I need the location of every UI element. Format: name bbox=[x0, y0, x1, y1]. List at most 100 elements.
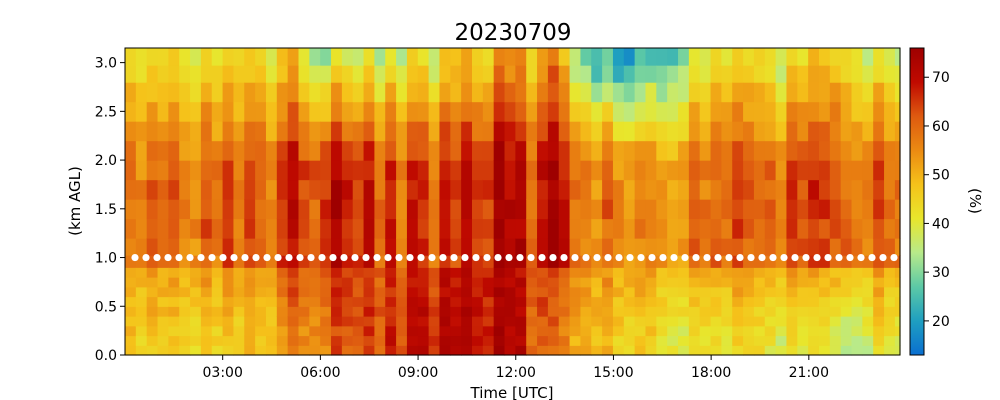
heatmap-cell bbox=[276, 218, 289, 239]
heatmap-cell bbox=[851, 218, 863, 239]
heatmap-cell bbox=[645, 160, 657, 181]
heatmap-cell bbox=[450, 277, 462, 288]
heatmap-cell bbox=[591, 296, 603, 307]
heatmap-cell bbox=[428, 286, 441, 298]
heatmap-cell bbox=[851, 286, 863, 298]
heatmap-cell bbox=[428, 316, 441, 327]
heatmap-cell bbox=[352, 296, 365, 307]
heatmap-cell bbox=[504, 48, 516, 66]
heatmap-cell bbox=[385, 325, 397, 337]
heatmap-cell bbox=[558, 218, 571, 239]
heatmap-cell bbox=[862, 306, 874, 317]
heatmap-cell bbox=[656, 65, 668, 83]
heatmap-cell bbox=[851, 255, 863, 268]
heatmap-cell bbox=[710, 306, 722, 317]
heatmap-cell bbox=[298, 199, 310, 220]
heatmap-cell bbox=[688, 335, 701, 346]
heatmap-cell bbox=[591, 160, 603, 181]
heatmap-cell bbox=[341, 199, 354, 220]
heatmap-cell bbox=[612, 316, 625, 327]
heatmap-cell bbox=[721, 316, 733, 327]
heatmap-cell bbox=[743, 296, 755, 307]
heatmap-cell bbox=[558, 121, 571, 142]
heatmap-cell bbox=[732, 48, 744, 66]
heatmap-cell bbox=[385, 82, 397, 103]
heatmap-cell bbox=[753, 286, 766, 298]
heatmap-cell bbox=[764, 345, 777, 356]
heatmap-cell bbox=[721, 199, 733, 220]
heatmap-cell bbox=[558, 65, 571, 83]
heatmap-cell bbox=[580, 267, 592, 278]
heatmap-cell bbox=[471, 199, 484, 220]
heatmap-cell bbox=[602, 267, 614, 278]
heatmap-cell bbox=[808, 316, 820, 327]
heatmap-cell bbox=[125, 218, 137, 239]
heatmap-cell bbox=[623, 335, 636, 346]
heatmap-cell bbox=[320, 296, 332, 307]
heatmap-cell bbox=[743, 267, 755, 278]
heatmap-cell bbox=[461, 199, 473, 220]
heatmap-cell bbox=[168, 277, 180, 288]
heatmap-cell bbox=[298, 325, 310, 337]
x-tick-label: 15:00 bbox=[593, 365, 633, 381]
heatmap-cell bbox=[764, 65, 777, 83]
heatmap-cell bbox=[385, 101, 397, 122]
heatmap-cell bbox=[482, 160, 495, 181]
heatmap-cell bbox=[157, 65, 169, 83]
marker-dot bbox=[582, 253, 590, 262]
heatmap-cell bbox=[851, 345, 863, 356]
heatmap-cell bbox=[786, 267, 798, 278]
heatmap-cell bbox=[461, 65, 473, 83]
heatmap-cell bbox=[634, 101, 647, 122]
heatmap-cell bbox=[450, 218, 462, 239]
marker-dot bbox=[428, 253, 436, 262]
heatmap-cell bbox=[406, 325, 419, 337]
heatmap-cell bbox=[797, 335, 809, 346]
marker-dot bbox=[857, 253, 865, 262]
heatmap-cell bbox=[493, 286, 506, 298]
marker-dot bbox=[681, 253, 689, 262]
heatmap-cell bbox=[612, 325, 625, 337]
heatmap-cell bbox=[808, 277, 820, 288]
heatmap-cell bbox=[699, 306, 712, 317]
heatmap-cell bbox=[190, 65, 202, 83]
heatmap-cell bbox=[406, 65, 419, 83]
heatmap-cell bbox=[775, 267, 788, 278]
heatmap-cell bbox=[341, 121, 354, 142]
heatmap-cell bbox=[851, 179, 863, 200]
heatmap-cell bbox=[287, 335, 300, 346]
heatmap-cell bbox=[829, 255, 842, 268]
heatmap-cell bbox=[894, 267, 901, 278]
heatmap-cell bbox=[222, 179, 235, 200]
heatmap-cell bbox=[515, 286, 527, 298]
marker-dot bbox=[439, 253, 447, 262]
heatmap-cell bbox=[406, 238, 419, 256]
heatmap-cell bbox=[396, 306, 408, 317]
heatmap-cell bbox=[320, 199, 332, 220]
heatmap-cell bbox=[862, 160, 874, 181]
heatmap-cell bbox=[537, 306, 549, 317]
heatmap-cell bbox=[699, 345, 712, 356]
heatmap-cell bbox=[884, 335, 896, 346]
heatmap-cell bbox=[851, 267, 863, 278]
marker-dot bbox=[736, 253, 744, 262]
heatmap-cell bbox=[363, 296, 375, 307]
heatmap-cell bbox=[504, 316, 516, 327]
marker-dot bbox=[175, 253, 183, 262]
heatmap-cell bbox=[602, 218, 614, 239]
heatmap-cell bbox=[537, 179, 549, 200]
heatmap-cell bbox=[385, 199, 397, 220]
marker-dot bbox=[538, 253, 546, 262]
heatmap-cell bbox=[753, 296, 766, 307]
heatmap-cell bbox=[569, 140, 582, 161]
heatmap-cell bbox=[612, 277, 625, 288]
heatmap-cell bbox=[428, 218, 441, 239]
heatmap-cell bbox=[190, 345, 202, 356]
heatmap-cell bbox=[743, 101, 755, 122]
heatmap-cell bbox=[298, 316, 310, 327]
heatmap-cell bbox=[753, 306, 766, 317]
heatmap-cell bbox=[569, 267, 582, 278]
heatmap-cell bbox=[374, 306, 386, 317]
heatmap-cell bbox=[179, 296, 191, 307]
heatmap-cell bbox=[406, 101, 419, 122]
